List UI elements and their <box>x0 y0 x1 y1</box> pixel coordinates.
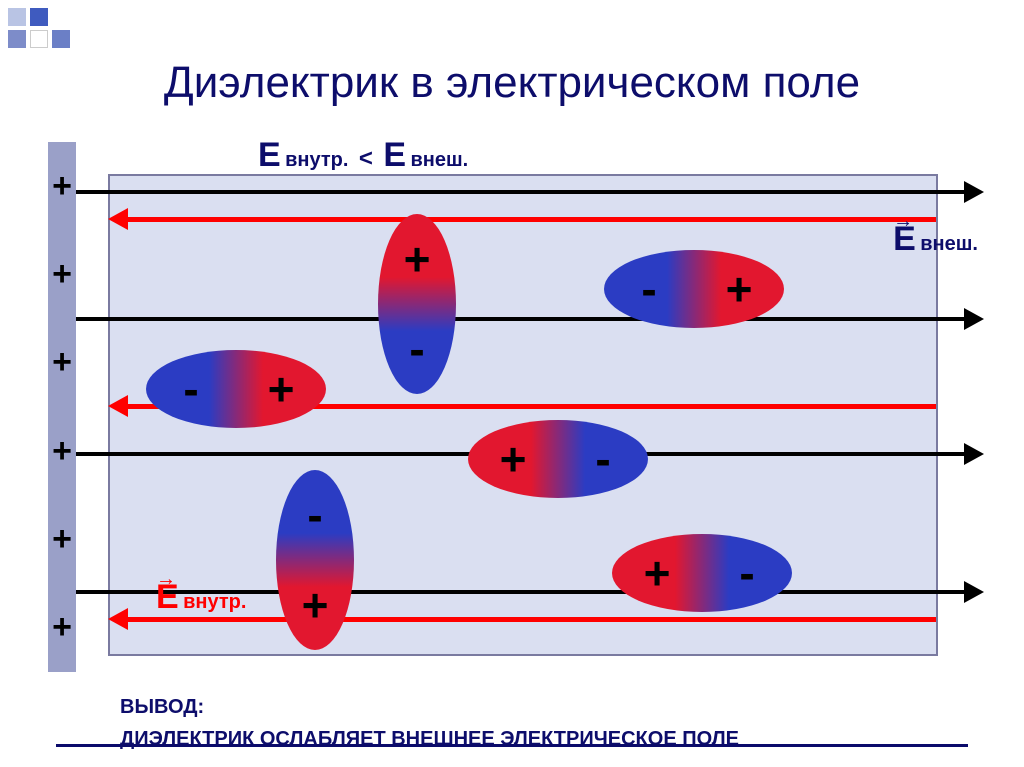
field-inequality: E внутр. < E внеш. <box>258 136 468 175</box>
vector-arrow-icon: → <box>893 210 913 233</box>
diagram: ++++++ E внутр. < E внеш. → E внеш. → E … <box>48 142 976 672</box>
int-field-line <box>126 217 936 222</box>
deco-sq <box>52 30 70 48</box>
arrow-head-icon <box>964 443 984 465</box>
dipole-charge: + <box>468 432 558 486</box>
ext-field-line <box>76 190 974 194</box>
ext-field-line <box>76 317 974 321</box>
plate-plus: + <box>52 432 72 471</box>
dipole: -+ <box>276 470 354 650</box>
plate-plus: + <box>52 343 72 382</box>
plate-plus: + <box>52 255 72 294</box>
dipole-charge: - <box>702 546 792 600</box>
dipole-charge: + <box>694 262 784 316</box>
E-inner-symbol: E <box>258 136 281 174</box>
dipole: +- <box>378 214 456 394</box>
conclusion-body: ДИЭЛЕКТРИК ОСЛАБЛЯЕТ ВНЕШНЕЕ ЭЛЕКТРИЧЕСК… <box>120 728 739 750</box>
conclusion-label: ВЫВОД: <box>120 696 204 719</box>
e-ext-sub: внеш. <box>920 233 978 255</box>
dipole-charge: - <box>409 304 424 394</box>
arrow-head-icon <box>964 308 984 330</box>
dipole-charge: + <box>404 214 431 304</box>
dipole-charge: + <box>236 362 326 416</box>
e-ext-label: → E внеш. <box>893 220 978 259</box>
arrow-head-icon <box>108 395 128 417</box>
deco-sq <box>8 30 26 48</box>
dipole-charge: - <box>604 262 694 316</box>
conclusion-label-text: ВЫВОД: <box>120 696 204 718</box>
deco-sq <box>30 30 48 48</box>
dipole: +- <box>468 420 648 498</box>
arrow-head-icon <box>964 181 984 203</box>
arrow-head-icon <box>964 581 984 603</box>
arrow-head-icon <box>108 208 128 230</box>
plate-plus: + <box>52 167 72 206</box>
e-int-sub: внутр. <box>183 591 246 613</box>
dipole-charge: + <box>612 546 702 600</box>
dipole: -+ <box>146 350 326 428</box>
dipole: +- <box>612 534 792 612</box>
dipole: -+ <box>604 250 784 328</box>
dipole-charge: - <box>558 432 648 486</box>
dipole-charge: - <box>307 470 322 560</box>
plate-plus: + <box>52 608 72 647</box>
conclusion-text: ДИЭЛЕКТРИК ОСЛАБЛЯЕТ ВНЕШНЕЕ ЭЛЕКТРИЧЕСК… <box>120 728 739 751</box>
dipole-charge: - <box>146 362 236 416</box>
E-outer-symbol: E <box>383 136 406 174</box>
dipole-charge: + <box>302 560 329 650</box>
vector-arrow-icon: → <box>156 568 176 591</box>
deco-sq <box>8 8 26 26</box>
less-than: < <box>359 145 373 172</box>
E-outer-sub: внеш. <box>411 149 469 171</box>
corner-decoration <box>8 8 70 48</box>
E-inner-sub: внутр. <box>285 149 348 171</box>
e-int-label: → E внутр. <box>156 578 246 617</box>
int-field-line <box>126 617 936 622</box>
plate-charges: + + + + + + <box>48 142 76 672</box>
arrow-head-icon <box>108 608 128 630</box>
plate-plus: + <box>52 520 72 559</box>
title-text: Диэлектрик в электрическом поле <box>164 58 860 107</box>
deco-sq <box>30 8 48 26</box>
page-title: Диэлектрик в электрическом поле <box>164 58 860 108</box>
